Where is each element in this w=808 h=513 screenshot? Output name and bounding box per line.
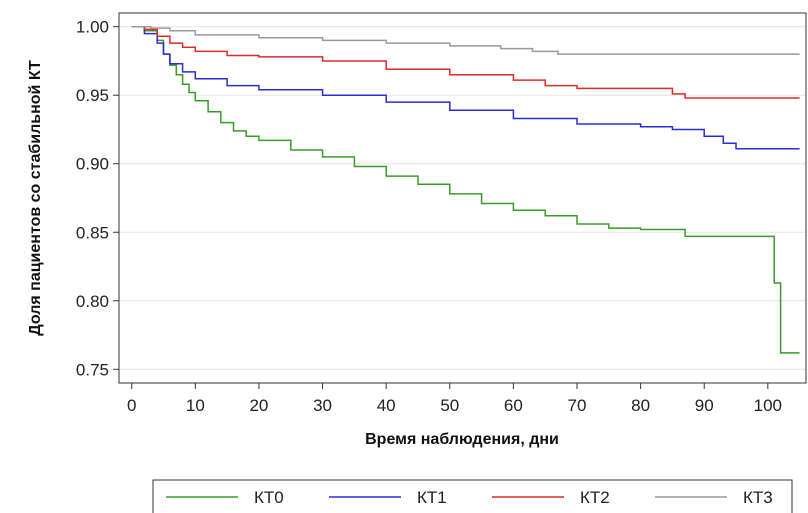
x-tick-label: 100 [754,396,782,415]
y-tick-label: 0.85 [76,223,109,242]
x-tick-label: 40 [377,396,396,415]
x-axis-title: Время наблюдения, дни [365,431,559,448]
x-tick-label: 70 [568,396,587,415]
gridlines [119,26,806,370]
x-tick-label: 10 [186,396,205,415]
legend-label-1: КТ1 [417,488,447,507]
x-tick-label: 50 [440,396,459,415]
series-line-3 [131,25,800,55]
series-line-0 [131,25,800,354]
y-axis-ticks: 0.75 0.80 0.85 0.90 0.95 1.00 [76,18,119,379]
y-tick-label: 0.95 [76,86,109,105]
x-tick-label: 80 [631,396,650,415]
plot-frame [118,12,807,384]
y-tick-label: 0.80 [76,292,109,311]
y-tick-label: 1.00 [76,18,109,37]
series-lines [131,25,800,354]
legend-items: КТ0 КТ1 КТ2 КТ3 [166,488,773,507]
x-tick-label: 30 [313,396,332,415]
x-tick-label: 90 [695,396,714,415]
x-axis-ticks: 0 10 20 30 40 50 60 70 80 90 100 [127,383,782,415]
x-tick-label: 60 [504,396,523,415]
legend-label-3: КТ3 [743,488,773,507]
x-tick-label: 0 [127,396,136,415]
y-tick-label: 0.90 [76,155,109,174]
y-tick-label: 0.75 [76,360,109,379]
series-line-2 [131,25,800,99]
y-axis-title: Доля пациентов со стабильной КТ [27,60,44,336]
series-line-1 [131,25,800,150]
legend-label-0: КТ0 [254,488,284,507]
legend: КТ0 КТ1 КТ2 КТ3 [152,479,793,513]
x-tick-label: 20 [249,396,268,415]
legend-label-2: КТ2 [580,488,610,507]
